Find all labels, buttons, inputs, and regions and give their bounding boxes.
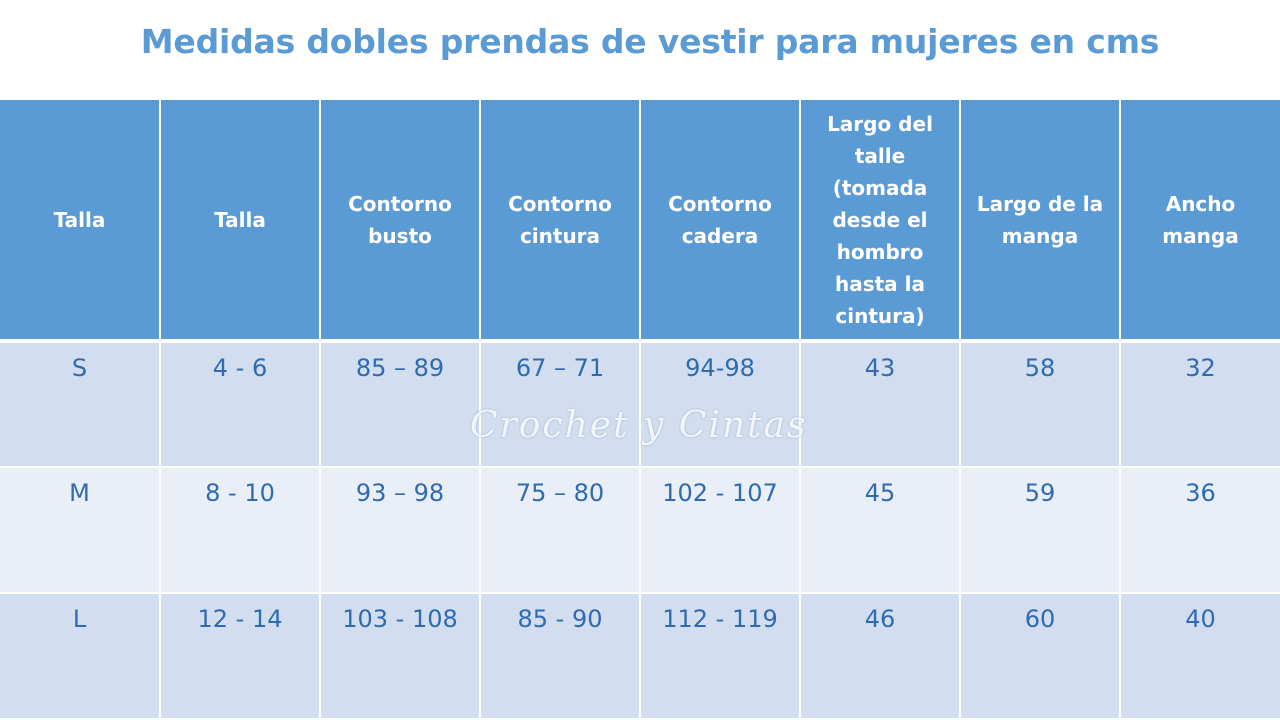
table-cell: 103 - 108: [320, 593, 481, 720]
table-cell: 58: [960, 341, 1121, 468]
table-cell: 75 – 80: [480, 467, 641, 594]
header-contorno-busto: Contorno busto: [320, 100, 481, 343]
header-largo-talle: Largo del talle (tomada desde el hombro …: [800, 100, 961, 343]
header-ancho-manga: Ancho manga: [1120, 100, 1280, 343]
table-cell: M: [0, 467, 161, 594]
table-cell: 94-98: [640, 341, 801, 468]
size-table: Talla Talla Contorno busto Contorno cint…: [0, 100, 1280, 720]
table-cell: 93 – 98: [320, 467, 481, 594]
table-cell: 32: [1120, 341, 1280, 468]
table-cell: 102 - 107: [640, 467, 801, 594]
header-largo-manga: Largo de la manga: [960, 100, 1121, 343]
table-cell: 40: [1120, 593, 1280, 720]
table-cell: 85 - 90: [480, 593, 641, 720]
table-cell: 36: [1120, 467, 1280, 594]
table-cell: 43: [800, 341, 961, 468]
table-cell: 60: [960, 593, 1121, 720]
header-contorno-cintura: Contorno cintura: [480, 100, 641, 343]
table-row: M 8 - 10 93 – 98 75 – 80 102 - 107 45 59…: [0, 467, 1280, 594]
table-cell: 8 - 10: [160, 467, 321, 594]
table-cell: 12 - 14: [160, 593, 321, 720]
table-cell: 112 - 119: [640, 593, 801, 720]
header-contorno-cadera: Contorno cadera: [640, 100, 801, 343]
table-row: L 12 - 14 103 - 108 85 - 90 112 - 119 46…: [0, 593, 1280, 720]
table-cell: 67 – 71: [480, 341, 641, 468]
table-cell: 4 - 6: [160, 341, 321, 468]
table-cell: 85 – 89: [320, 341, 481, 468]
header-talla-number: Talla: [160, 100, 321, 343]
table-cell: 46: [800, 593, 961, 720]
table-row: S 4 - 6 85 – 89 67 – 71 94-98 43 58 32: [0, 341, 1280, 468]
table-header-row: Talla Talla Contorno busto Contorno cint…: [0, 100, 1280, 343]
table-cell: S: [0, 341, 161, 468]
table-cell: 59: [960, 467, 1121, 594]
header-talla-letter: Talla: [0, 100, 161, 343]
table-cell: L: [0, 593, 161, 720]
page-title: Medidas dobles prendas de vestir para mu…: [140, 22, 1160, 61]
table-cell: 45: [800, 467, 961, 594]
